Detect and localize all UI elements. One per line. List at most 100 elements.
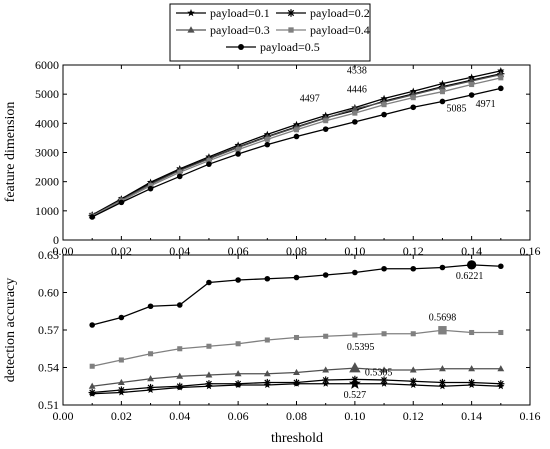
bot-data-point-stroke bbox=[89, 389, 96, 396]
legend-label: payload=0.1 bbox=[210, 6, 270, 20]
bot-series-2 bbox=[88, 375, 505, 397]
legend-marker bbox=[288, 27, 294, 33]
legend-marker bbox=[187, 9, 195, 17]
top-y-tick-label: 1000 bbox=[35, 204, 59, 218]
bot-data-point bbox=[264, 275, 271, 282]
bot-data-point bbox=[205, 371, 213, 378]
bot-x-tick-label: 0.16 bbox=[520, 409, 541, 423]
bot-data-point bbox=[118, 357, 124, 363]
bot-data-point bbox=[147, 303, 154, 310]
bot-data-point bbox=[176, 372, 184, 379]
legend-item-1: payload=0.1 bbox=[176, 6, 270, 20]
top-y-tick-label: 3000 bbox=[35, 146, 59, 160]
bot-y-tick-label: 0.57 bbox=[38, 323, 59, 337]
bot-data-point-stroke bbox=[322, 377, 329, 383]
bot-data-point-stroke bbox=[410, 378, 417, 385]
legend-label: payload=0.5 bbox=[260, 40, 320, 54]
bot-data-point bbox=[469, 329, 475, 336]
top-annotation: 5085 bbox=[446, 103, 466, 114]
bot-data-point bbox=[381, 265, 387, 272]
bot-data-point bbox=[117, 386, 125, 394]
bot-data-point-stroke bbox=[468, 379, 475, 386]
top-data-point bbox=[235, 147, 241, 153]
top-data-point bbox=[410, 104, 417, 111]
bot-highlight-point bbox=[466, 260, 477, 270]
bot-data-point bbox=[322, 376, 330, 384]
top-data-point bbox=[381, 111, 387, 118]
bot-data-point bbox=[234, 370, 242, 377]
bot-x-tick-label: 0.14 bbox=[461, 409, 482, 423]
bot-annotation: 0.5698 bbox=[429, 312, 457, 323]
top-data-point bbox=[206, 158, 212, 164]
bot-data-point bbox=[497, 380, 505, 388]
bot-data-point bbox=[176, 382, 184, 390]
top-y-tick-label: 4000 bbox=[35, 116, 59, 130]
bot-x-tick-label: 0.08 bbox=[286, 409, 307, 423]
top-data-point bbox=[498, 85, 504, 92]
top-data-point bbox=[468, 92, 475, 98]
bot-data-point-stroke bbox=[118, 387, 125, 393]
bot-data-point bbox=[88, 382, 96, 389]
top-data-point bbox=[498, 75, 504, 81]
top-annotation: 4446 bbox=[347, 84, 367, 95]
bot-data-point bbox=[497, 365, 505, 372]
bot-highlight-point bbox=[349, 362, 361, 373]
legend-label: payload=0.3 bbox=[210, 23, 270, 37]
bot-data-point bbox=[206, 279, 212, 286]
bot-data-point bbox=[147, 375, 154, 382]
top-data-point bbox=[351, 105, 359, 112]
bot-data-point bbox=[439, 264, 446, 271]
bot-data-point bbox=[263, 370, 271, 377]
legend-marker bbox=[238, 44, 244, 50]
top-series-5 bbox=[89, 85, 504, 220]
top-y-tick-label: 2000 bbox=[35, 175, 59, 189]
bot-data-point bbox=[498, 263, 504, 270]
legend-item-2: payload=0.2 bbox=[276, 6, 370, 20]
bot-x-tick-label: 0.12 bbox=[403, 409, 424, 423]
bot-data-point bbox=[293, 368, 300, 376]
top-data-point bbox=[469, 82, 475, 88]
top-data-point bbox=[293, 133, 300, 140]
bot-x-tick-label: 0.06 bbox=[228, 409, 249, 423]
bot-data-point-stroke bbox=[264, 379, 271, 386]
top-data-point bbox=[264, 141, 271, 148]
top-annotation: 4971 bbox=[476, 99, 496, 110]
top-series-line bbox=[91, 73, 501, 217]
bot-data-point bbox=[264, 337, 270, 343]
bot-data-point bbox=[380, 366, 388, 373]
bot-data-point bbox=[89, 363, 95, 369]
bot-data-point bbox=[381, 331, 387, 337]
bot-data-point bbox=[322, 366, 330, 373]
bot-data-point-stroke bbox=[293, 379, 300, 386]
top-data-point bbox=[439, 83, 446, 90]
top-annotation: 4538 bbox=[347, 66, 367, 77]
bot-data-point bbox=[409, 377, 417, 385]
top-data-point bbox=[322, 126, 329, 132]
bot-data-point bbox=[380, 376, 388, 384]
bot-data-point bbox=[146, 383, 155, 392]
bot-data-point bbox=[263, 378, 271, 387]
top-data-point bbox=[235, 151, 241, 157]
bot-data-point-stroke bbox=[497, 380, 504, 387]
bot-y-tick-label: 0.63 bbox=[38, 248, 59, 262]
bot-x-tick-label: 0.00 bbox=[53, 409, 74, 423]
bot-data-point bbox=[235, 277, 241, 283]
bot-data-point-stroke bbox=[381, 377, 388, 383]
legend-label: payload=0.4 bbox=[310, 23, 370, 37]
bot-y-tick-label: 0.54 bbox=[38, 361, 59, 375]
bot-data-point bbox=[409, 366, 417, 373]
bot-data-point bbox=[293, 274, 300, 281]
bot-y-tick-label: 0.60 bbox=[38, 286, 59, 300]
bot-data-point bbox=[206, 343, 212, 349]
bot-data-point bbox=[468, 378, 476, 387]
legend-label: payload=0.2 bbox=[310, 6, 370, 20]
bot-data-point bbox=[292, 378, 301, 387]
top-data-point bbox=[410, 95, 416, 101]
top-data-point bbox=[206, 161, 212, 167]
top-y-tick-label: 5000 bbox=[35, 87, 59, 101]
bot-y-tick-label: 0.51 bbox=[38, 398, 59, 412]
bot-annotation: 0.6221 bbox=[456, 271, 484, 282]
bot-data-point bbox=[148, 351, 154, 357]
bot-data-point bbox=[177, 346, 183, 352]
